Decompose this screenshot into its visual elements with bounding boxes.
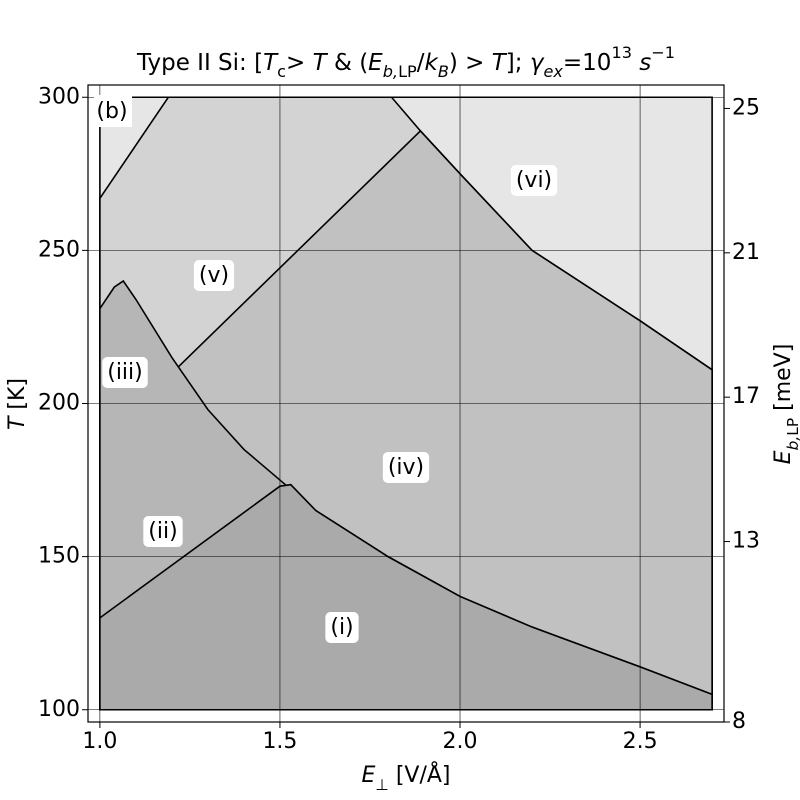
text-part: =10	[563, 50, 612, 76]
text-part: LP	[784, 418, 800, 436]
text-part: Type II Si: [	[136, 50, 263, 76]
text-part: LP	[398, 62, 417, 81]
label-box	[94, 95, 132, 127]
text-part: & (	[327, 50, 369, 76]
text-part: ];	[506, 50, 530, 76]
x-tick-label: 2.0	[443, 729, 478, 754]
label-box	[102, 357, 148, 388]
text-part: >	[286, 50, 313, 76]
text-part: ex	[543, 62, 563, 81]
text-part: 13	[611, 43, 631, 62]
y2-tick-label: 8	[732, 709, 746, 734]
text-part: b,	[383, 62, 398, 81]
y2-tick-label: 21	[732, 240, 760, 265]
text-part: T	[492, 50, 508, 76]
y-tick-label: 250	[38, 237, 80, 262]
y-axis-label: T [K]	[5, 378, 30, 430]
y-tick-label: 100	[38, 697, 80, 722]
text-part: /	[417, 50, 425, 76]
text-part: k	[424, 50, 439, 76]
annotations: (b) (vi) (v) (iii) (iv) (ii) (i)	[94, 95, 558, 643]
text-part: s	[632, 50, 651, 76]
y2-tick-label: 25	[732, 95, 760, 120]
region-label: (iv)	[388, 455, 424, 480]
y-tick-label: 200	[38, 391, 80, 416]
text-part: E	[771, 450, 796, 464]
x-axis-label: E⊥ [V/Å]	[362, 761, 451, 794]
grid	[88, 85, 724, 722]
label-box	[193, 260, 235, 291]
region-label: (vi)	[516, 168, 552, 193]
text-part: −1	[651, 43, 675, 62]
x-tick-label: 1.5	[262, 729, 297, 754]
x-tick-label: 2.5	[623, 729, 658, 754]
text-part: ) >	[449, 50, 492, 76]
text-part: [meV]	[771, 344, 796, 418]
label-box	[143, 516, 183, 547]
text-part: c	[277, 62, 286, 81]
label-box	[325, 612, 359, 643]
x-tick-label: 1.0	[82, 729, 117, 754]
text-part: T	[5, 415, 30, 430]
text-part: [K]	[5, 378, 30, 417]
panel-label: (b)	[96, 99, 127, 124]
text-part: ⊥	[375, 776, 388, 794]
y2-tick-label: 13	[732, 529, 760, 554]
region-label: (i)	[330, 615, 353, 640]
label-box	[510, 165, 558, 196]
region-label: (iii)	[107, 360, 143, 385]
label-box	[382, 452, 430, 483]
axes: 1.0 1.5 2.0 2.5 100 150 200 250 300 8 13 17 21 25 Type…	[5, 43, 800, 794]
region-label: (ii)	[148, 519, 177, 544]
text-part: B	[438, 62, 449, 81]
text-part: T	[263, 50, 279, 76]
text-part: b,	[784, 436, 800, 451]
text-part: T	[313, 50, 329, 76]
text-part: E	[362, 763, 376, 788]
text-part: [V/Å]	[389, 761, 451, 788]
y-tick-label: 150	[38, 544, 80, 569]
chart-title: Type II Si: [Tc> T & (Eb,LP/kB) > T]; γe…	[136, 43, 675, 81]
text-part: E	[368, 50, 383, 76]
y-tick-label: 300	[38, 84, 80, 109]
y2-axis-label: Eb,LP [meV]	[771, 344, 800, 465]
region-label: (v)	[199, 263, 229, 288]
text-part: γ	[530, 50, 545, 76]
y2-tick-label: 17	[732, 384, 760, 409]
